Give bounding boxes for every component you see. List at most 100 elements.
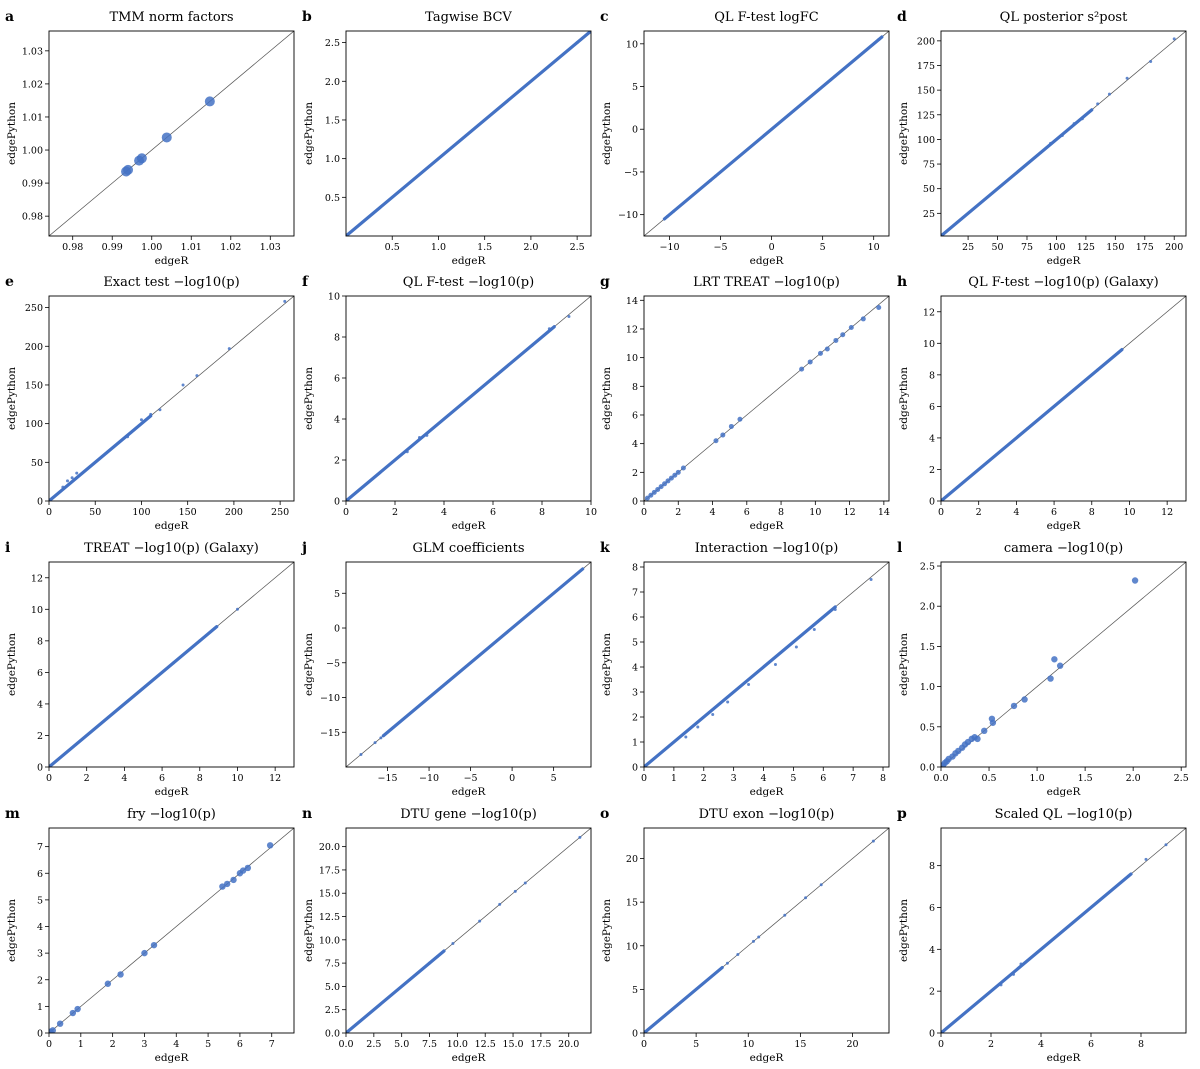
data-point bbox=[149, 412, 153, 416]
y-tick-label: 2 bbox=[632, 713, 638, 724]
data-point bbox=[819, 883, 823, 887]
x-tick-label: 2 bbox=[988, 1039, 994, 1050]
dense-points-band bbox=[381, 567, 585, 738]
x-tick-label: 8 bbox=[197, 773, 203, 784]
data-point bbox=[728, 423, 734, 429]
panel-title-e: Exact test −log10(p) bbox=[103, 275, 239, 290]
y-tick-label: 10 bbox=[626, 353, 638, 364]
panel-l: l camera −log10(p) 0.0 0.5 1.0 1.5 2.0 2.5 0.0 0.… bbox=[897, 540, 1189, 798]
axes-frame bbox=[940, 827, 1187, 1034]
y-tick-label: 200 bbox=[917, 36, 935, 47]
x-tick-label: 5.0 bbox=[394, 1039, 409, 1050]
dense-points-band bbox=[941, 348, 1124, 501]
x-tick-label: 1.03 bbox=[260, 242, 281, 253]
x-tick-label: 0.99 bbox=[102, 242, 123, 253]
panel-letter-p: p bbox=[897, 806, 907, 822]
panel-b: b Tagwise BCV 0.5 1.0 1.5 2.0 2.5 0.5 1.0 1.5 2.0 2… bbox=[302, 9, 592, 267]
y-axis-label: edgePython bbox=[898, 899, 910, 962]
y-tick-label: 10 bbox=[626, 941, 638, 952]
x-tick-label: 0 bbox=[509, 773, 515, 784]
dense-points-band bbox=[49, 414, 153, 501]
y-tick-label: 5 bbox=[632, 985, 638, 996]
y-tick-label: 5.0 bbox=[325, 982, 340, 993]
data-point bbox=[824, 346, 830, 352]
x-tick-label: 100 bbox=[132, 507, 150, 518]
y-tick-label: 50 bbox=[31, 458, 43, 469]
y-tick-label: 20.0 bbox=[319, 842, 340, 853]
data-point bbox=[405, 450, 409, 454]
y-tick-label: 0 bbox=[929, 1029, 935, 1040]
y-tick-label: 125 bbox=[917, 110, 935, 121]
axes-frame bbox=[345, 30, 592, 237]
plot-area-i bbox=[49, 562, 294, 767]
data-point bbox=[104, 980, 112, 987]
y-tick-label: 10 bbox=[328, 292, 340, 303]
y-tick-label: 1.01 bbox=[22, 112, 43, 123]
data-point bbox=[69, 1009, 77, 1017]
data-point bbox=[726, 700, 730, 704]
data-point bbox=[725, 961, 729, 965]
y-tick-label: 1.0 bbox=[325, 154, 340, 165]
x-tick-label: 3 bbox=[731, 773, 737, 784]
y-tick-label: 250 bbox=[25, 303, 43, 314]
dense-points-band bbox=[346, 325, 556, 501]
y-tick-label: 2.5 bbox=[920, 562, 935, 573]
x-tick-label: 12 bbox=[269, 773, 281, 784]
x-axis-label: edgeR bbox=[1047, 520, 1082, 532]
panel-title-l: camera −log10(p) bbox=[1004, 541, 1123, 556]
data-point bbox=[817, 350, 823, 356]
panel-title-d: QL posterior s²post bbox=[1000, 10, 1128, 25]
x-tick-label: 175 bbox=[1136, 242, 1154, 253]
y-tick-label: −10 bbox=[320, 693, 340, 704]
x-tick-label: 2 bbox=[392, 507, 398, 518]
y-tick-label: 0 bbox=[37, 497, 43, 508]
x-tick-label: 1.0 bbox=[1030, 773, 1045, 784]
y-tick-label: 6 bbox=[929, 402, 935, 413]
x-tick-label: 7.5 bbox=[422, 1039, 437, 1050]
y-tick-label: 0.0 bbox=[325, 1029, 340, 1040]
data-point bbox=[644, 495, 650, 501]
x-tick-label: 1.5 bbox=[477, 242, 492, 253]
data-point bbox=[848, 325, 854, 331]
panel-k: k Interaction −log10(p) 0 1 2 3 4 5 6 7 8 0 1 2 3 4 5 6 7 8… bbox=[600, 540, 890, 798]
data-point bbox=[680, 465, 686, 471]
x-tick-label: 0.5 bbox=[385, 242, 400, 253]
y-tick-label: 25 bbox=[923, 209, 935, 220]
data-point bbox=[812, 628, 816, 631]
data-point bbox=[359, 752, 363, 756]
x-tick-label: 14 bbox=[878, 507, 890, 518]
x-tick-label: 2.5 bbox=[570, 242, 585, 253]
data-point bbox=[523, 881, 527, 885]
data-point bbox=[989, 719, 997, 726]
y-tick-label: 175 bbox=[917, 61, 935, 72]
y-axis-label: edgePython bbox=[898, 633, 910, 696]
data-point bbox=[655, 487, 661, 493]
axes-frame bbox=[48, 561, 295, 768]
y-tick-label: 3 bbox=[37, 949, 43, 960]
data-point bbox=[198, 639, 202, 643]
data-point bbox=[1172, 37, 1176, 41]
x-tick-label: 6 bbox=[237, 1039, 243, 1050]
x-tick-label: 8 bbox=[880, 773, 886, 784]
x-tick-label: −15 bbox=[377, 773, 397, 784]
x-axis-label: edgeR bbox=[452, 255, 487, 267]
data-point bbox=[665, 478, 671, 484]
panel-g: g LRT TREAT −log10(p) 0 2 4 6 8 10 12 14 0 2 4 6 8 10 12… bbox=[600, 274, 890, 532]
x-tick-label: 1.0 bbox=[431, 242, 446, 253]
data-point bbox=[658, 484, 664, 490]
y-tick-label: 0.98 bbox=[22, 212, 43, 223]
y-axis-label: edgePython bbox=[303, 367, 315, 430]
axes-frame bbox=[940, 30, 1187, 237]
x-axis-label: edgeR bbox=[750, 255, 785, 267]
x-tick-label: 0 bbox=[641, 773, 647, 784]
panel-letter-b: b bbox=[302, 9, 312, 25]
x-axis-label: edgeR bbox=[750, 520, 785, 532]
y-tick-label: 7 bbox=[37, 842, 43, 853]
data-point bbox=[373, 741, 377, 745]
data-point bbox=[65, 479, 69, 483]
data-point bbox=[244, 864, 252, 872]
x-tick-label: 25 bbox=[962, 242, 974, 253]
y-tick-label: 150 bbox=[25, 380, 43, 391]
x-axis-label: edgeR bbox=[452, 1052, 487, 1064]
data-point bbox=[139, 418, 143, 422]
